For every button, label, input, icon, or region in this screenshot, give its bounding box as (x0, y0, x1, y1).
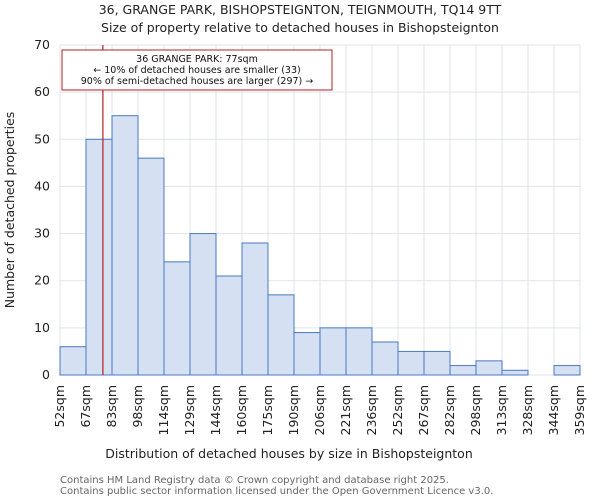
bars-layer (59, 115, 581, 376)
x-tick-label: 144sqm (208, 385, 223, 435)
x-tick-label: 236sqm (364, 385, 379, 435)
x-tick-label: 252sqm (390, 385, 405, 435)
y-tick-label: 30 (34, 226, 50, 241)
y-tick-label: 40 (34, 178, 50, 193)
x-tick-label: 344sqm (546, 385, 561, 435)
x-tick-label: 221sqm (338, 385, 353, 435)
x-tick-label: 206sqm (312, 385, 327, 435)
bar (371, 341, 399, 376)
annotation-box (61, 49, 333, 91)
bar (241, 242, 269, 376)
bar (215, 275, 243, 376)
y-tick-label: 0 (42, 367, 50, 382)
y-tick-label: 60 (34, 84, 50, 99)
bar (397, 350, 425, 376)
x-tick-label: 129sqm (182, 385, 197, 435)
x-tick-label: 175sqm (260, 385, 275, 435)
bar (189, 233, 217, 376)
x-tick-label: 282sqm (442, 385, 457, 435)
x-tick-label: 52sqm (52, 385, 67, 428)
bar (345, 327, 373, 376)
bar (501, 369, 529, 376)
annotation-line-2: ← 10% of detached houses are smaller (33… (93, 65, 300, 76)
bar (267, 294, 295, 376)
annotation-line-1: 36 GRANGE PARK: 77sqm (136, 54, 258, 65)
x-tick-label: 359sqm (572, 385, 587, 435)
y-ticks: 0 10 20 30 40 50 60 70 (34, 37, 50, 382)
x-ticks: 52sqm 67sqm 83sqm 98sqm 114sqm 129sqm 144sqm 16… (52, 385, 587, 435)
x-tick-label: 313sqm (494, 385, 509, 435)
y-tick-label: 20 (34, 273, 50, 288)
bar (85, 138, 113, 376)
bar (475, 360, 503, 376)
bar (163, 261, 191, 376)
footer-line-2: Contains public sector information licen… (60, 486, 493, 497)
bar (137, 157, 165, 376)
bar (293, 332, 321, 376)
x-tick-label: 160sqm (234, 385, 249, 435)
x-tick-label: 114sqm (156, 385, 171, 435)
y-tick-label: 50 (34, 131, 50, 146)
x-tick-label: 328sqm (520, 385, 535, 435)
x-tick-label: 67sqm (78, 385, 93, 428)
x-tick-label: 267sqm (416, 385, 431, 435)
x-tick-label: 298sqm (468, 385, 483, 435)
annotation-line-3: 90% of semi-detached houses are larger (… (81, 76, 314, 87)
x-axis-label: Distribution of detached houses by size … (105, 446, 473, 461)
x-tick-label: 83sqm (104, 385, 119, 428)
chart-title: 36, GRANGE PARK, BISHOPSTEIGNTON, TEIGNM… (99, 2, 502, 17)
y-axis-label: Number of detached properties (2, 112, 17, 309)
y-tick-label: 70 (34, 37, 50, 52)
x-tick-label: 190sqm (286, 385, 301, 435)
bar (319, 327, 347, 376)
footer-line-1: Contains HM Land Registry data © Crown c… (60, 475, 449, 486)
marker-annotation: 36 GRANGE PARK: 77sqm ← 10% of detached … (61, 49, 333, 91)
bar (59, 346, 87, 376)
bar (553, 365, 581, 376)
bar (111, 115, 139, 376)
bar (423, 350, 451, 376)
bar (449, 365, 477, 376)
chart-subtitle: Size of property relative to detached ho… (101, 20, 499, 35)
x-tick-label: 98sqm (130, 385, 145, 428)
y-tick-label: 10 (34, 320, 50, 335)
